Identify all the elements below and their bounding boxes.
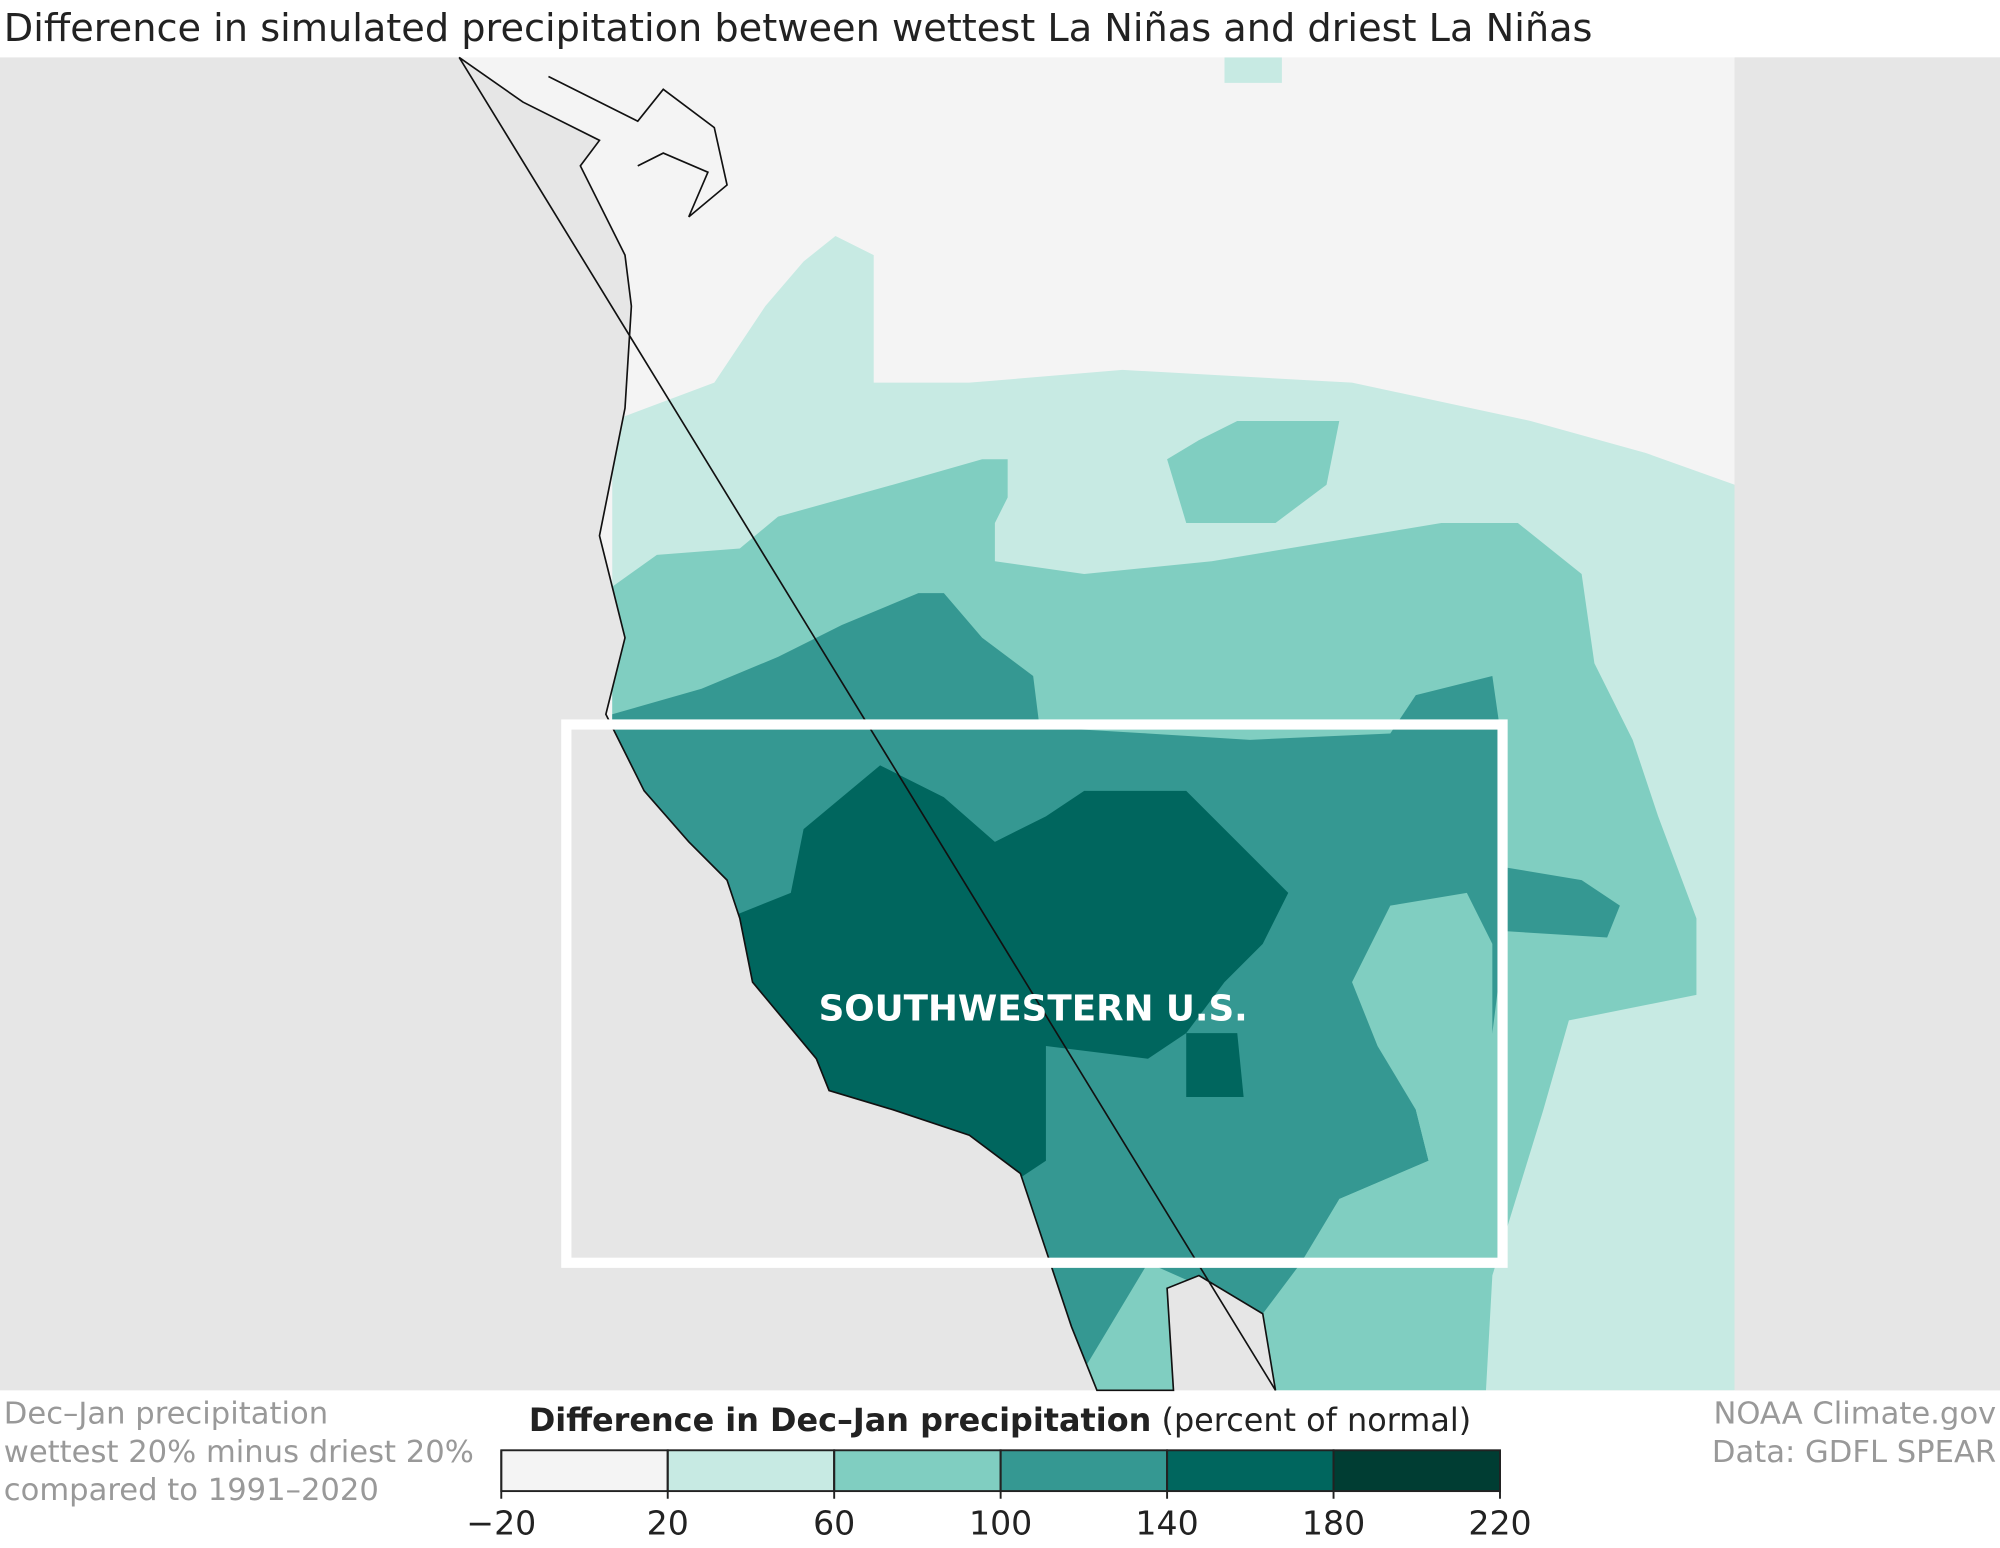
- zone-darker: [727, 765, 1289, 1187]
- legend-tick-label: 20: [647, 1503, 689, 1542]
- legend-tick-label: 100: [969, 1503, 1032, 1542]
- legend-title: Difference in Dec–Jan precipitation (perc…: [529, 1401, 1471, 1439]
- note-line: wettest 20% minus driest 20%: [4, 1435, 474, 1470]
- zone-light: [1224, 57, 1282, 83]
- legend-title-rest: (percent of normal): [1162, 1401, 1472, 1439]
- legend-tick-label: 140: [1135, 1503, 1198, 1542]
- outside: [1734, 57, 2000, 1391]
- legend-title-bold: Difference in Dec–Jan precipitation: [529, 1401, 1151, 1439]
- legend-swatch: [999, 1449, 1169, 1493]
- legend-tick-label: 60: [813, 1503, 855, 1542]
- title: Difference in simulated precipitation be…: [4, 6, 1593, 51]
- credit-line: Data: GDFL SPEAR: [1712, 1435, 1996, 1470]
- zone-medium: [1167, 420, 1340, 523]
- legend-tick-label: 180: [1302, 1503, 1365, 1542]
- legend: −20 20 60 100 140 180 220: [466, 1449, 1532, 1542]
- legend-swatch: [1166, 1449, 1335, 1493]
- map: SOUTHWESTERN U.S.: [0, 56, 2000, 1392]
- legend-tick-label: 220: [1468, 1503, 1531, 1542]
- legend-swatch: [1332, 1449, 1501, 1493]
- note-line: Dec–Jan precipitation: [4, 1396, 328, 1431]
- credits: NOAA Climate.gov Data: GDFL SPEAR: [1712, 1396, 1996, 1469]
- legend-swatch: [666, 1449, 836, 1493]
- notes: Dec–Jan precipitation wettest 20% minus d…: [4, 1396, 474, 1508]
- credit-line: NOAA Climate.gov: [1713, 1396, 1996, 1431]
- legend-swatch: [500, 1449, 669, 1493]
- note-line: compared to 1991–2020: [4, 1473, 379, 1508]
- zone-darker: [1186, 1033, 1244, 1097]
- region-label: SOUTHWESTERN U.S.: [819, 988, 1248, 1029]
- legend-tick-label: −20: [466, 1503, 536, 1542]
- zone-medium: [1326, 892, 1493, 1263]
- coastline-inlet: [548, 75, 728, 218]
- legend-swatch: [833, 1449, 1002, 1493]
- coastline: [458, 56, 1277, 1392]
- region-box: [561, 719, 1508, 1268]
